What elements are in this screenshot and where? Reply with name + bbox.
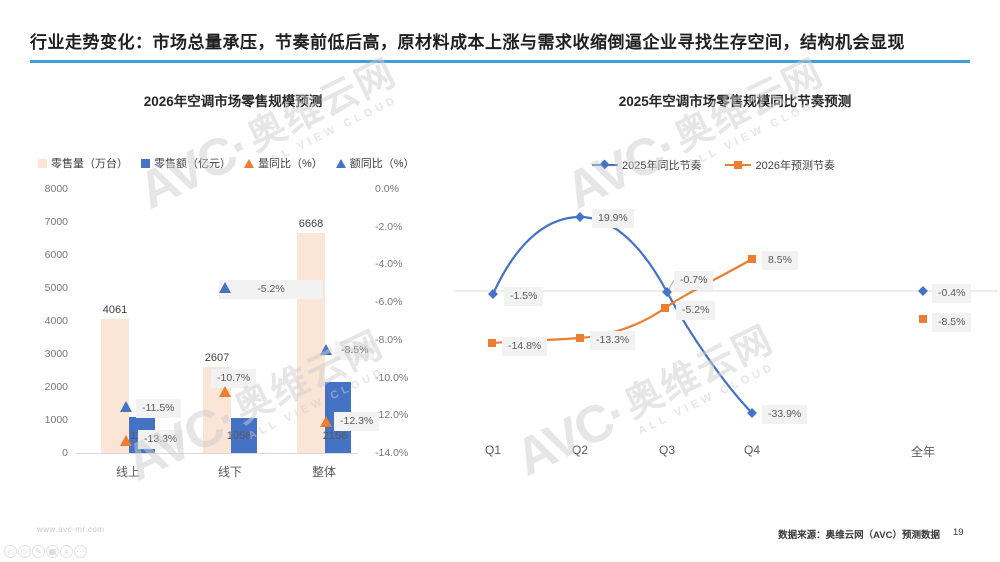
x-axis-line [76, 453, 358, 454]
left-y-axis-tick: 2000 [44, 381, 68, 393]
right-y-axis-tick: -14.0% [375, 447, 409, 459]
right-y-axis-tick: -4.0% [375, 258, 403, 270]
amount-value-offline: 1056 [226, 430, 252, 442]
volume-bar-online [101, 319, 129, 453]
amount-yoy-marker-online [120, 401, 132, 412]
left-y-axis-tick: 7000 [44, 216, 68, 228]
volume-value-total: 6668 [298, 218, 324, 230]
x-label-q3: Q3 [658, 443, 675, 457]
line-2026-legend-marker [725, 161, 752, 169]
legend-item-2026: 2026年预测节奏 [725, 157, 835, 173]
more-icon[interactable]: ⋯ [74, 545, 87, 558]
legend-item-amount: 零售额（亿元） [141, 155, 231, 171]
volume-value-online: 4061 [102, 304, 128, 316]
right-y-axis-tick: -2.0% [375, 221, 403, 233]
right-y-axis-tick: 0.0% [375, 183, 399, 195]
stamp-icon[interactable]: ▦ [46, 545, 59, 558]
right-y-axis-tick: -8.0% [375, 334, 403, 346]
x-label-fullyear: 全年 [910, 445, 935, 459]
viewer-controls: ◁ ▷ ✎ ▦ ⌕ ⋯ [4, 545, 87, 558]
avc-watermark: AVC∙ 奥维云网 ALL VIEW CLOUD [129, 51, 404, 221]
label-2025-q2: 19.9% [592, 209, 634, 228]
volume-yoy-marker-online [120, 435, 132, 446]
x-label-q4: Q4 [743, 443, 760, 457]
label-2026-q1: -14.8% [502, 337, 548, 356]
point-2025-q3 [662, 287, 672, 297]
right-chart-legend: 2025年同比节奏 2026年预测节奏 [592, 157, 835, 173]
prev-slide-icon[interactable]: ◁ [4, 545, 17, 558]
amount-legend-swatch [141, 158, 150, 168]
legend-item-2025: 2025年同比节奏 [592, 157, 701, 173]
right-y-axis-tick: -6.0% [375, 296, 403, 308]
data-source-note: 数据来源：奥维云网（AVC）预测数据 [778, 530, 940, 541]
website-url: www.avc-mr.com [37, 525, 105, 534]
label-2026-q4: 8.5% [762, 251, 798, 270]
category-label-offline: 线下 [217, 465, 242, 479]
label-2025-q3: -0.7% [674, 271, 714, 290]
volume-yoy-label-offline: -10.7% [211, 369, 257, 388]
amount-value-total: 2156 [322, 430, 348, 442]
point-2025-fullyear [918, 286, 928, 296]
amount-bar-offline [231, 418, 257, 453]
x-label-q1: Q1 [484, 443, 501, 457]
label-2026-q3: -5.2% [676, 301, 716, 320]
page-number: 19 [953, 527, 964, 538]
volume-yoy-label-total: -12.3% [334, 412, 380, 431]
point-2026-q2 [576, 334, 584, 342]
left-y-axis-tick: 3000 [44, 348, 68, 360]
point-2026-fullyear [919, 315, 927, 323]
point-2025-q2 [575, 212, 585, 222]
label-2025-q4: -33.9% [762, 405, 808, 424]
amount-yoy-label-online: -11.5% [136, 399, 181, 418]
zoom-icon[interactable]: ⌕ [60, 545, 73, 558]
label-2025-q1: -1.5% [504, 287, 544, 306]
amount-yoy-label-total: -8.5% [335, 341, 375, 360]
volume-yoy-legend-marker [244, 158, 254, 168]
volume-legend-swatch [38, 158, 47, 168]
amount-yoy-marker-total [320, 344, 332, 355]
right-chart-title: 2025年空调市场零售规模同比节奏预测 [618, 94, 852, 109]
category-label-online: 线上 [115, 465, 140, 479]
pen-icon[interactable]: ✎ [32, 545, 45, 558]
point-2025-q4 [747, 408, 757, 418]
title-underline [30, 60, 970, 63]
right-y-axis-tick: -12.0% [375, 409, 409, 421]
left-chart-title: 2026年空调市场零售规模预测 [143, 94, 323, 109]
page-title: 行业走势变化：市场总量承压，节奏前低后高，原材料成本上涨与需求收缩倒逼企业寻找生… [30, 33, 905, 52]
left-y-axis-tick: 5000 [44, 282, 68, 294]
point-2026-q1 [488, 339, 496, 347]
left-y-axis-tick: 6000 [44, 249, 68, 261]
left-y-axis-tick: 8000 [44, 183, 68, 195]
volume-yoy-marker-offline [219, 386, 231, 397]
x-label-q2: Q2 [571, 443, 588, 457]
legend-item-volume: 零售量（万台） [38, 155, 128, 171]
next-slide-icon[interactable]: ▷ [18, 545, 31, 558]
category-label-total: 整体 [311, 465, 336, 479]
volume-yoy-label-online: -13.3% [138, 430, 184, 449]
right-y-axis-tick: -10.0% [375, 372, 409, 384]
point-2026-q3 [661, 304, 669, 312]
volume-yoy-marker-total [320, 416, 332, 427]
point-2026-q4 [748, 255, 756, 263]
left-y-axis-tick: 1000 [44, 414, 68, 426]
label-2026-fullyear: -8.5% [932, 313, 972, 332]
amount-yoy-marker-offline [219, 282, 231, 293]
legend-item-volume-yoy: 量同比（%） [244, 155, 323, 171]
left-chart-legend: 零售量（万台） 零售额（亿元） 量同比（%） 额同比（%） [38, 155, 415, 171]
line-chart-plot [455, 212, 997, 418]
amount-yoy-legend-marker [335, 158, 346, 168]
line-2025-legend-marker [592, 159, 618, 170]
legend-item-amount-yoy: 额同比（%） [335, 155, 415, 171]
volume-value-offline: 2607 [204, 352, 230, 364]
line-2025 [491, 215, 753, 414]
left-y-axis-tick: 4000 [44, 315, 68, 327]
left-y-axis-tick: 0 [62, 447, 68, 459]
amount-yoy-label-offline: -5.2% [219, 280, 323, 299]
label-2025-fullyear: -0.4% [932, 284, 972, 303]
label-2026-q2: -13.3% [590, 331, 636, 350]
